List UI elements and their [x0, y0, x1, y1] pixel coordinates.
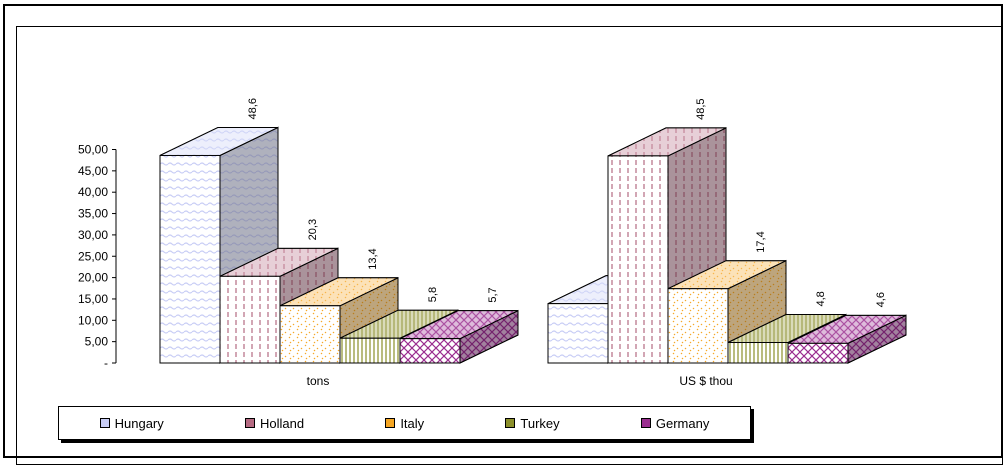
legend-label: Turkey	[520, 415, 560, 431]
legend-label: Germany	[655, 415, 710, 431]
category-label: tons	[307, 374, 330, 388]
y-tick-label: 35,00	[78, 207, 108, 221]
y-tick-label: 20,00	[78, 271, 108, 285]
legend-label: Italy	[400, 415, 425, 431]
data-label: 4,6	[875, 292, 887, 307]
legend-swatch	[385, 418, 396, 428]
data-label: 48,5	[695, 98, 707, 119]
bar-front	[607, 155, 669, 364]
y-tick-label: 5,00	[85, 335, 109, 349]
legend: Hungary Holland Italy Turkey Germany	[58, 406, 751, 440]
bar-front	[547, 303, 609, 364]
data-label: 5,8	[427, 287, 439, 302]
data-label: 4,8	[815, 291, 827, 306]
bar-front	[339, 337, 401, 364]
y-tick-label: 25,00	[78, 249, 108, 263]
y-tick-label: 10,00	[78, 313, 108, 327]
bar-front	[399, 338, 461, 364]
legend-item: Turkey	[505, 415, 560, 431]
legend-item: Germany	[640, 415, 710, 431]
data-label: 48,6	[247, 98, 259, 119]
y-tick-label: 40,00	[78, 185, 108, 199]
bar-front	[667, 288, 729, 364]
y-tick-label: 15,00	[78, 292, 108, 306]
y-tick-label: 30,00	[78, 228, 108, 242]
y-tick-label: 50,00	[78, 143, 108, 157]
bar-front	[159, 154, 221, 364]
bar-front	[727, 342, 789, 364]
bar-front	[279, 305, 341, 364]
legend-swatch	[505, 418, 516, 428]
legend-label: Holland	[259, 415, 305, 431]
legend-swatch	[244, 418, 255, 428]
legend-item: Italy	[385, 416, 424, 431]
legend-item: Holland	[244, 415, 305, 431]
bar-front	[787, 342, 849, 364]
legend-swatch	[99, 418, 110, 428]
legend-label: Hungary	[114, 415, 164, 431]
bar-front	[219, 275, 281, 364]
data-label: 13,4	[367, 248, 379, 269]
legend-swatch	[640, 418, 651, 428]
y-tick-label: 45,00	[78, 164, 108, 178]
data-label: 17,4	[755, 231, 767, 252]
data-label: 20,3	[307, 219, 319, 240]
data-label: 5,7	[487, 287, 499, 302]
legend-item: Hungary	[99, 415, 164, 431]
y-tick-label: -	[104, 356, 108, 370]
category-label: US $ thou	[679, 374, 732, 388]
